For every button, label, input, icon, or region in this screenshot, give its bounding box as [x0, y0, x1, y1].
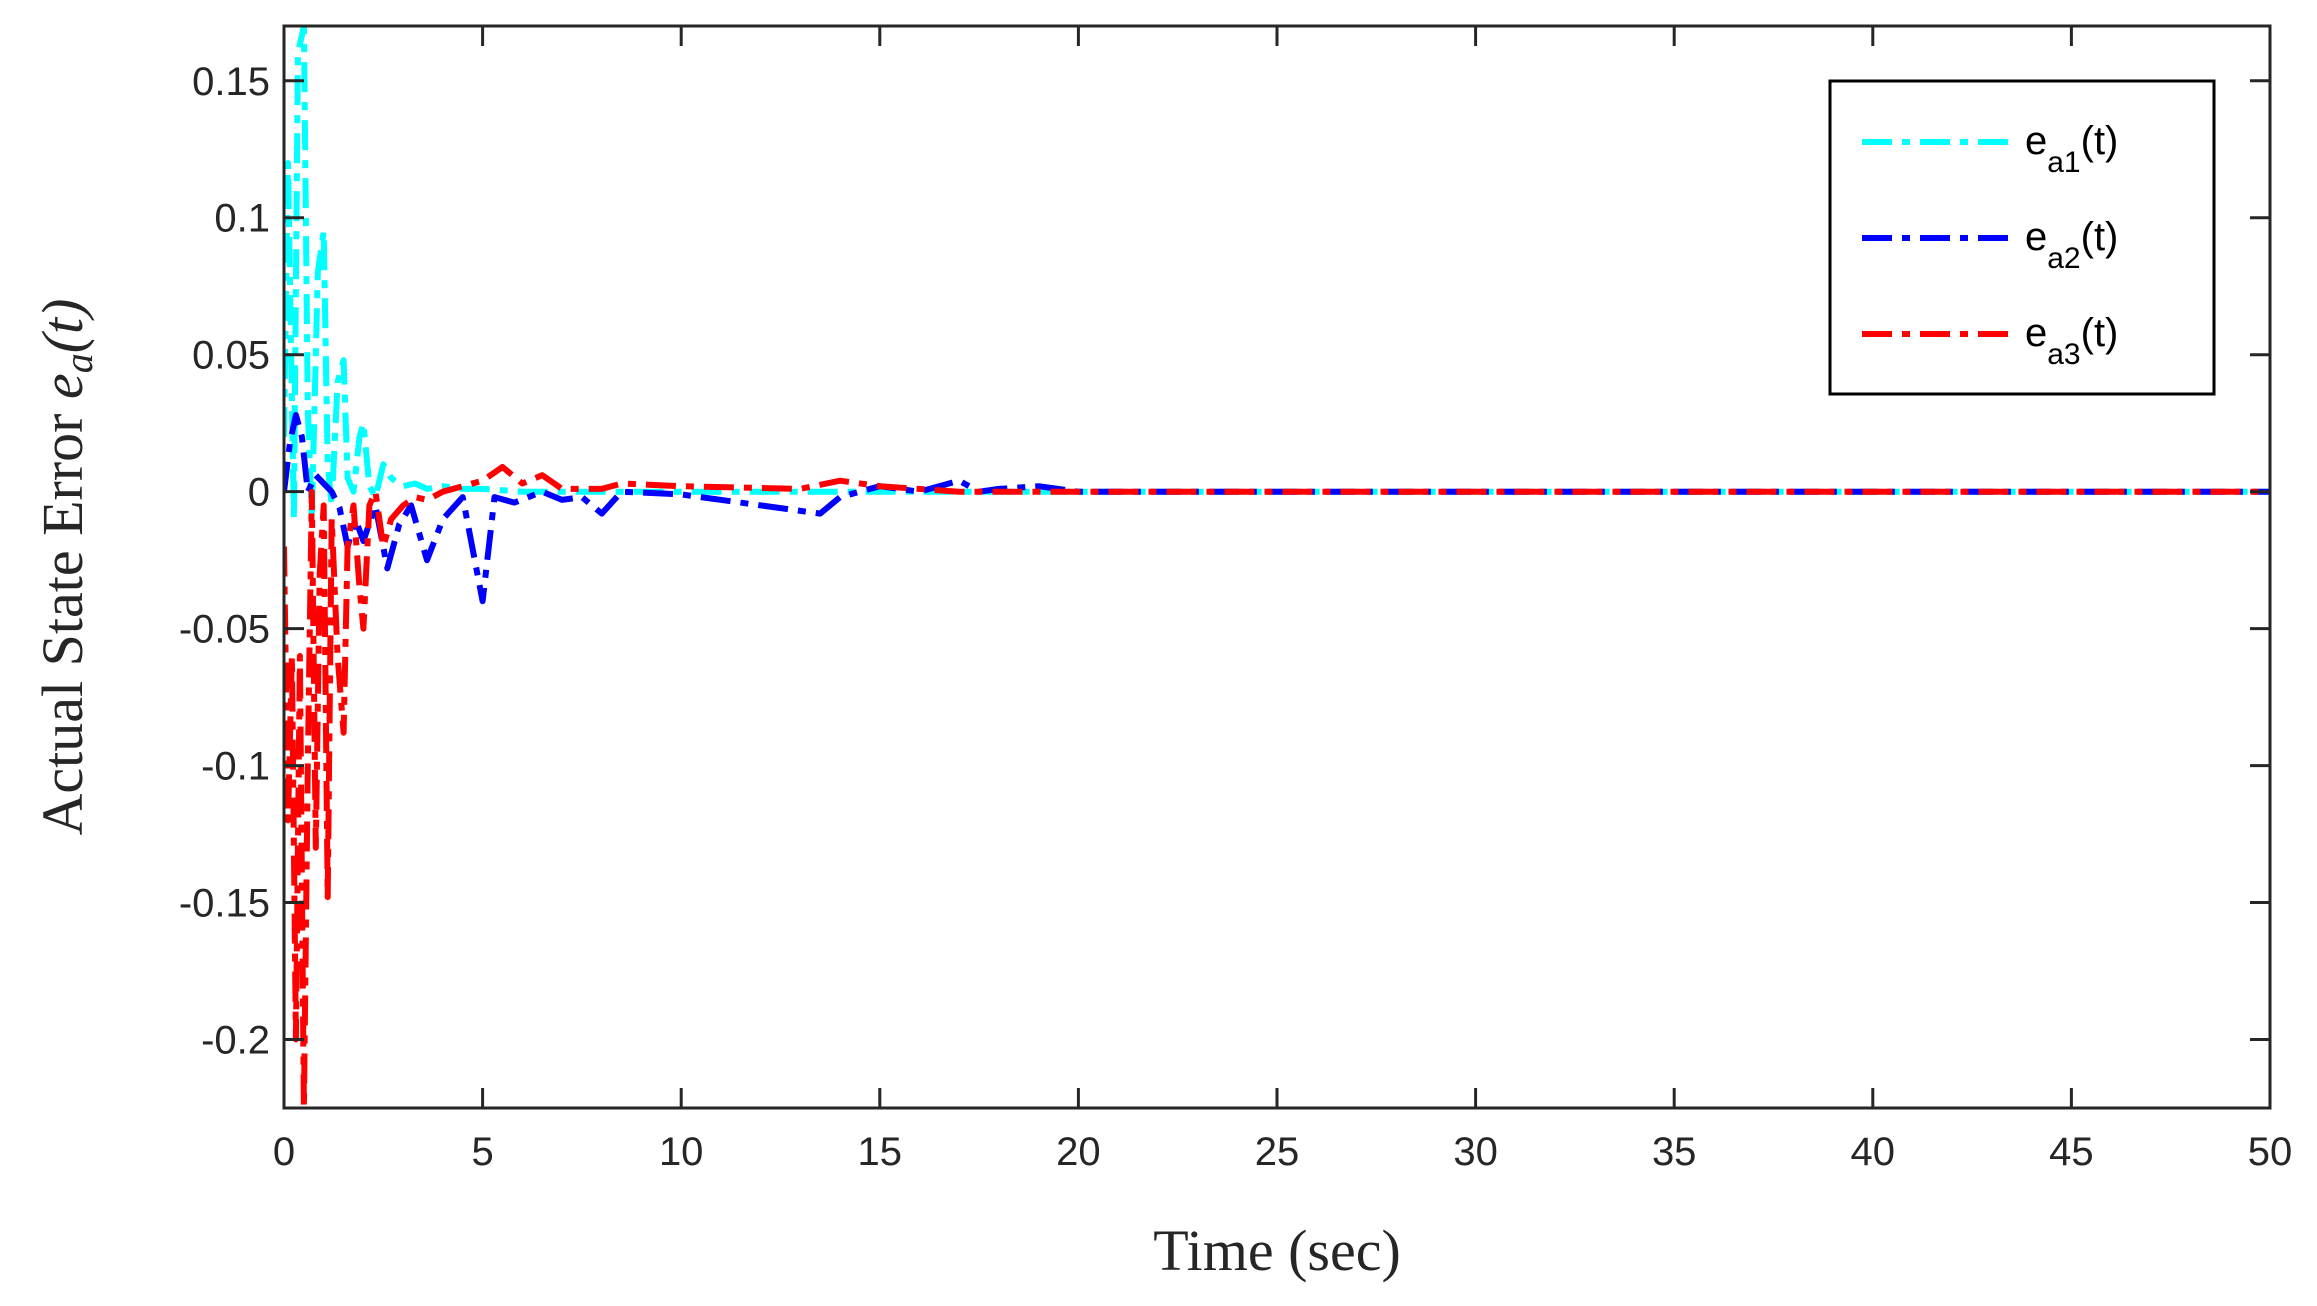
x-axis-label: Time (sec) — [1153, 1218, 1401, 1283]
y-tick-label: 0.15 — [192, 60, 270, 104]
x-tick-label: 0 — [273, 1130, 295, 1174]
x-tick-label: 30 — [1453, 1130, 1498, 1174]
x-tick-label: 25 — [1255, 1130, 1300, 1174]
x-tick-label: 50 — [2248, 1130, 2293, 1174]
y-axis-label-var: e — [30, 373, 95, 399]
series-line-3 — [284, 464, 2270, 1108]
y-tick-label: -0.1 — [201, 745, 270, 789]
plot-frame — [282, 24, 2272, 1110]
y-tick-label: -0.15 — [179, 882, 270, 926]
y-axis-label: Actual State Error ea(t) — [30, 299, 101, 836]
series-line-2 — [284, 412, 2270, 605]
x-tick-label: 20 — [1056, 1130, 1101, 1174]
y-tick-label: -0.2 — [201, 1019, 270, 1063]
series-line-1 — [284, 26, 2270, 523]
y-tick-label: -0.05 — [179, 608, 270, 652]
x-tick-label: 40 — [1851, 1130, 1896, 1174]
x-tick-label: 35 — [1652, 1130, 1697, 1174]
x-tick-label: 45 — [2049, 1130, 2094, 1174]
y-tick-label: 0.1 — [214, 197, 270, 241]
ticks-layer: 0 5 10 15 20 25 30 35 40 45 50 0.15 0.1 0.05 0 -0.05 -0.… — [179, 26, 2292, 1174]
legend-label-3: ea3(t) — [2025, 311, 2118, 371]
y-axis-label-suffix: (t) — [30, 299, 95, 354]
series-layer — [284, 26, 2270, 1108]
x-tick-label: 10 — [659, 1130, 704, 1174]
x-tick-label: 15 — [858, 1130, 903, 1174]
x-tick-label: 5 — [471, 1130, 493, 1174]
y-tick-label: 0 — [248, 471, 270, 515]
y-tick-label: 0.05 — [192, 334, 270, 378]
y-axis-label-prefix: Actual State Error — [30, 399, 95, 835]
legend-box — [1828, 79, 2216, 396]
y-axis-label-sub: a — [56, 353, 101, 373]
legend-label-2: ea2(t) — [2025, 215, 2118, 275]
legend: ea1(t) ea2(t) ea3(t) — [1828, 79, 2216, 396]
legend-label-1: ea1(t) — [2025, 119, 2118, 179]
